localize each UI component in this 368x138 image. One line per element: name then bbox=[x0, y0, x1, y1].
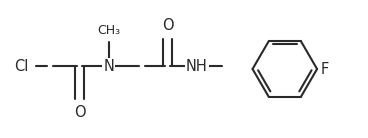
Text: O: O bbox=[74, 105, 85, 120]
Text: NH: NH bbox=[186, 59, 208, 74]
Text: CH₃: CH₃ bbox=[97, 24, 120, 37]
Text: O: O bbox=[162, 18, 173, 33]
Text: F: F bbox=[321, 62, 329, 76]
Text: N: N bbox=[103, 59, 114, 74]
Text: Cl: Cl bbox=[14, 59, 28, 74]
